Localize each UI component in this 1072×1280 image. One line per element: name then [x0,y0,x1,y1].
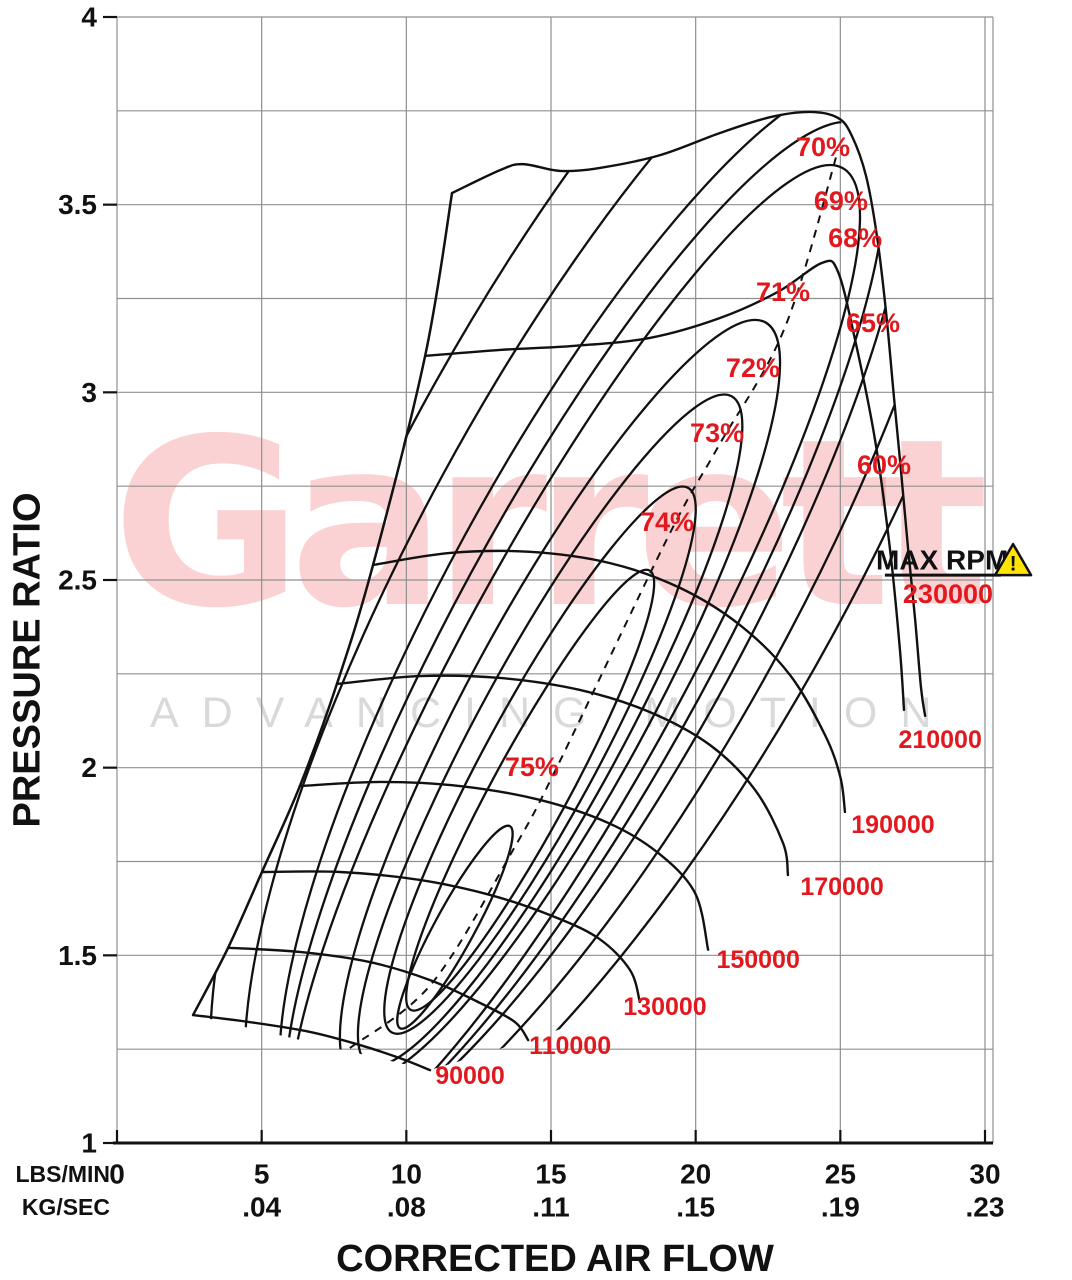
warning-exclamation: ! [1010,553,1017,576]
efficiency-label: 72% [726,353,780,383]
x-tick-label-lbs: 20 [680,1159,711,1190]
speed-label: 170000 [800,873,883,901]
efficiency-label: 60% [857,450,911,480]
efficiency-label: 69% [814,186,868,216]
y-tick-label: 3 [81,377,97,408]
efficiency-label: 65% [846,308,900,338]
efficiency-island-contour [243,111,926,1071]
efficiency-islands [209,111,926,1071]
x-axis-title: CORRECTED AIR FLOW [336,1238,774,1280]
speed-line-130000 [260,870,642,1004]
speed-label: 210000 [898,726,981,754]
peak-efficiency-dashed-line [349,149,839,1049]
efficiency-island-contour [209,111,926,1071]
efficiency-island-contour [396,824,514,1030]
speed-line-90000 [191,1013,432,1072]
x-tick-label-kg: .23 [966,1192,1005,1223]
y-tick-label: 1 [81,1128,97,1159]
x-tick-label-lbs: 15 [535,1159,566,1190]
labels: 75% 74% 73% 72% 71% 70% 69% 68% 65% 60% 90000 11000… [435,132,982,1090]
speed-line-210000 [423,259,906,712]
efficiency-island-contour [288,163,862,1071]
efficiency-label: 71% [756,277,810,307]
max-rpm-value: 230000 [903,579,993,609]
x-tick-label-kg: .11 [532,1192,569,1223]
x-tick-label-lbs: 10 [391,1159,422,1190]
x-tick-label-kg: .19 [821,1192,860,1223]
x-tick-label-kg: .08 [387,1192,426,1223]
y-tick-label: 4 [81,2,97,33]
surge-line [191,191,454,1017]
speed-line-230000 [450,110,927,718]
x-tick-label-kg: .04 [242,1192,281,1223]
x-tick-label-lbs: 5 [254,1159,270,1190]
speed-lines [191,110,927,1072]
efficiency-label: 68% [828,223,882,253]
x-axis-unit-kg-sec: KG/SEC [22,1194,110,1220]
x-tick-label-lbs: 25 [825,1159,856,1190]
y-tick-label: 3.5 [58,189,97,220]
efficiency-label: 70% [796,132,850,162]
grid-lines [116,16,994,1144]
x-tick-label-lbs: 0 [109,1159,125,1190]
max-rpm-title: MAX RPM [876,545,1008,576]
speed-label: 130000 [623,993,706,1021]
efficiency-island-contour [338,318,782,1071]
speed-line-150000 [298,780,710,951]
x-axis-unit-lbs-min: LBS/MIN [15,1161,110,1187]
x-tick-label-lbs: 30 [969,1159,1000,1190]
speed-label: 190000 [851,811,934,839]
speed-line-110000 [226,946,530,1042]
speed-label: 150000 [716,946,799,974]
warning-triangle-icon [993,542,1033,577]
speed-label: 110000 [529,1032,611,1060]
y-tick-label: 2.5 [58,565,97,596]
efficiency-label: 74% [640,507,694,537]
y-tick-label: 2 [81,752,97,783]
y-axis-title: PRESSURE RATIO [6,492,49,828]
y-tick-label: 1.5 [58,940,97,971]
efficiency-island-contour [405,568,656,1012]
speed-line-190000 [371,549,847,814]
axes: 0 5.04 10.08 15.11 20.15 25.19 30.23 LBS/MIN KG/… [15,2,1004,1223]
efficiency-label: 73% [690,418,744,448]
speed-label: 90000 [435,1062,505,1090]
efficiency-island-contour [278,111,912,1071]
efficiency-label: 75% [505,752,559,782]
speed-line-170000 [335,674,790,877]
efficiency-island-contour [383,485,697,1035]
efficiency-island-contour [356,393,744,1067]
x-tick-label-kg: .15 [676,1192,715,1223]
